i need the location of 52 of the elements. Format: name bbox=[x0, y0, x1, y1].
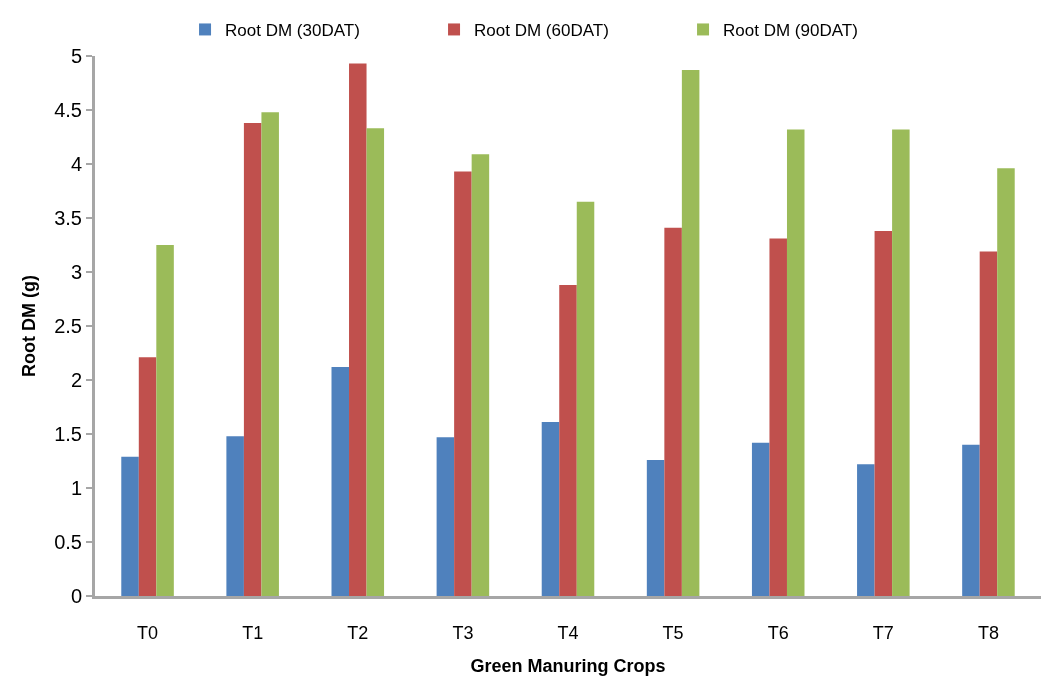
y-tick-label: 0.5 bbox=[54, 531, 82, 553]
bar bbox=[349, 63, 367, 596]
bar bbox=[156, 245, 174, 596]
bar bbox=[471, 154, 490, 596]
bar bbox=[226, 436, 244, 596]
y-tick-label: 0 bbox=[70, 585, 82, 607]
bar bbox=[331, 367, 350, 596]
bar bbox=[121, 456, 139, 596]
y-tick-label: 5 bbox=[70, 45, 82, 67]
y-tick-label: 3 bbox=[70, 261, 82, 283]
bar bbox=[243, 122, 262, 596]
y-tick-label: 3.5 bbox=[54, 207, 82, 229]
bar bbox=[979, 251, 998, 596]
legend-label: Root DM (90DAT) bbox=[723, 21, 858, 41]
legend-label: Root DM (60DAT) bbox=[474, 21, 609, 41]
x-tick-label: T8 bbox=[977, 622, 999, 643]
x-tick-label: T7 bbox=[872, 622, 894, 643]
y-tick-label: 4 bbox=[70, 153, 82, 175]
y-tick-label: 1 bbox=[70, 477, 82, 499]
bar bbox=[664, 227, 682, 596]
legend-label: Root DM (30DAT) bbox=[225, 21, 360, 41]
bar bbox=[681, 70, 700, 596]
bar bbox=[892, 129, 910, 596]
bar bbox=[261, 112, 279, 596]
bar bbox=[874, 230, 893, 596]
x-tick-label: T1 bbox=[242, 622, 264, 643]
y-tick-label: 2.5 bbox=[54, 315, 82, 337]
y-tick-label: 1.5 bbox=[54, 423, 82, 445]
x-axis-title: Green Manuring Crops bbox=[470, 655, 666, 676]
bar bbox=[436, 437, 455, 596]
bar bbox=[366, 128, 385, 596]
x-tick-label: T4 bbox=[557, 622, 579, 643]
x-tick-label: T5 bbox=[662, 622, 684, 643]
bar bbox=[559, 284, 577, 596]
bar bbox=[769, 238, 787, 596]
x-tick-label: T0 bbox=[137, 622, 159, 643]
x-tick-label: T3 bbox=[452, 622, 474, 643]
bar bbox=[454, 171, 472, 596]
bar bbox=[751, 442, 770, 596]
y-axis-title: Root DM (g) bbox=[19, 275, 40, 377]
bar bbox=[138, 357, 157, 596]
y-tick-label: 2 bbox=[70, 369, 82, 391]
bar bbox=[997, 168, 1015, 596]
x-tick-label: T6 bbox=[767, 622, 789, 643]
bar bbox=[541, 422, 560, 596]
bar bbox=[962, 444, 980, 596]
bar bbox=[786, 129, 805, 596]
y-tick-label: 4.5 bbox=[54, 99, 82, 121]
bar bbox=[646, 459, 665, 596]
bar bbox=[576, 201, 595, 596]
x-tick-label: T2 bbox=[347, 622, 369, 643]
bar bbox=[857, 464, 875, 596]
